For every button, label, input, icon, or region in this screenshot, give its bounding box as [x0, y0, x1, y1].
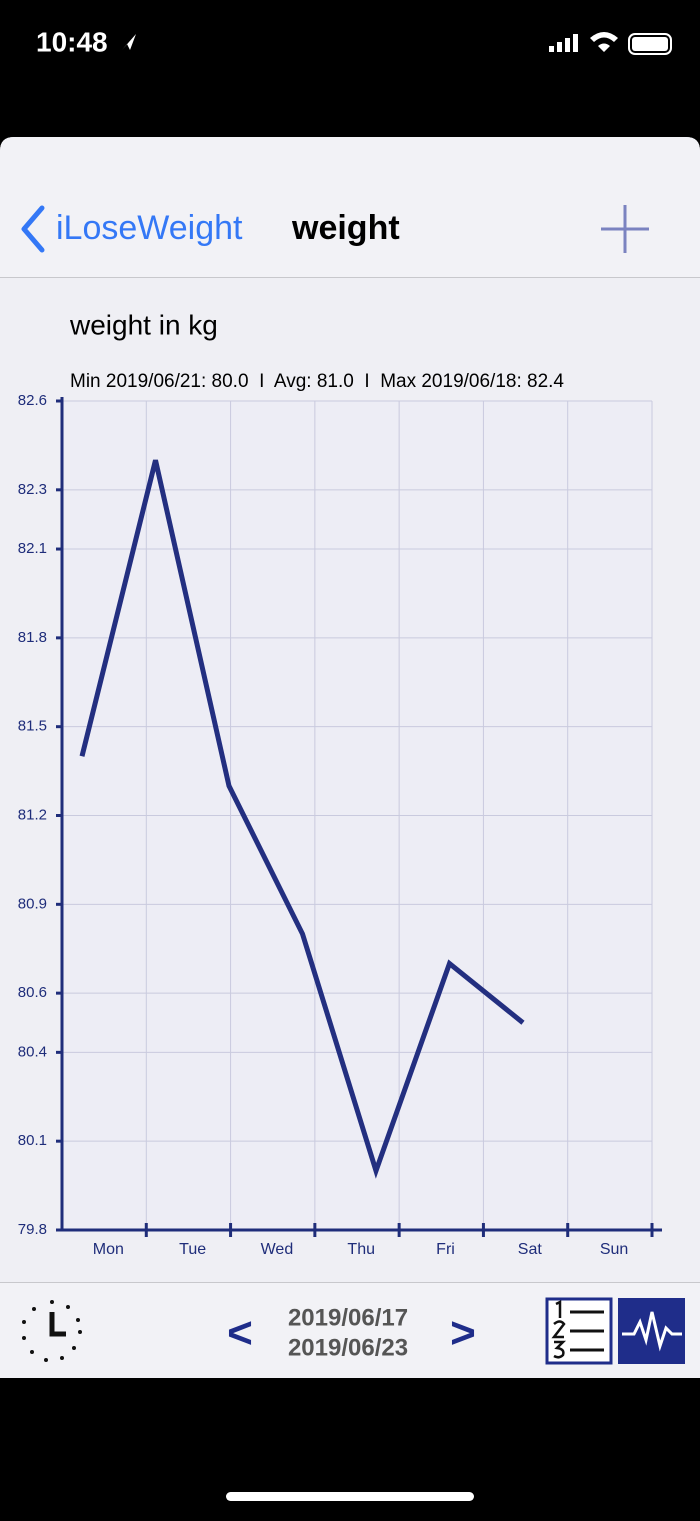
- back-chevron[interactable]: [21, 205, 45, 253]
- battery-level: [632, 37, 668, 51]
- clock-button[interactable]: [22, 1300, 82, 1362]
- x-tick-label: Mon: [93, 1241, 124, 1258]
- y-tick-label: 80.4: [18, 1043, 47, 1060]
- y-tick-label: 80.1: [18, 1132, 47, 1149]
- y-tick-label: 79.8: [18, 1221, 47, 1238]
- wifi-icon: [590, 32, 618, 52]
- chart-button[interactable]: [618, 1298, 685, 1364]
- y-tick-label: 82.1: [18, 540, 47, 557]
- weight-line: [79, 459, 525, 1179]
- list-button[interactable]: [545, 1297, 613, 1365]
- home-indicator: [226, 1492, 474, 1501]
- x-tick-label: Tue: [179, 1241, 206, 1258]
- status-time: 10:48: [36, 26, 108, 57]
- x-tick-label: Sun: [600, 1241, 628, 1258]
- y-tick-label: 81.2: [18, 806, 47, 823]
- chart-title: weight in kg: [69, 309, 218, 340]
- end-date: 2019/06/23: [288, 1334, 408, 1361]
- location-icon: [122, 34, 136, 50]
- y-tick-label: 80.6: [18, 984, 47, 1001]
- x-tick-label: Thu: [347, 1241, 375, 1258]
- y-tick-label: 81.5: [18, 718, 47, 735]
- y-tick-label: 82.6: [18, 392, 47, 409]
- signal-icon: [549, 34, 578, 52]
- y-tick-label: 80.9: [18, 895, 47, 912]
- nav-title: weight: [291, 209, 400, 247]
- y-tick-label: 81.8: [18, 629, 47, 646]
- next-button[interactable]: >: [450, 1309, 476, 1358]
- x-tick-label: Sat: [518, 1241, 543, 1258]
- start-date: 2019/06/17: [288, 1304, 408, 1331]
- x-tick-label: Wed: [261, 1241, 294, 1258]
- prev-button[interactable]: <: [227, 1309, 253, 1358]
- nav-bar: [0, 137, 700, 277]
- chart-subtitle: Min 2019/06/21: 80.0 I Avg: 81.0 I Max 2…: [70, 371, 564, 392]
- x-tick-label: Fri: [436, 1241, 455, 1258]
- battery-icon: [628, 33, 672, 55]
- plot: Mon Tue Wed Thu Fri Sat Sun 79.8 80.1 80.4 80.6 80.…: [18, 392, 662, 1258]
- y-tick-label: 82.3: [18, 481, 47, 498]
- add-button[interactable]: [601, 205, 649, 253]
- back-button[interactable]: iLoseWeight: [56, 209, 243, 247]
